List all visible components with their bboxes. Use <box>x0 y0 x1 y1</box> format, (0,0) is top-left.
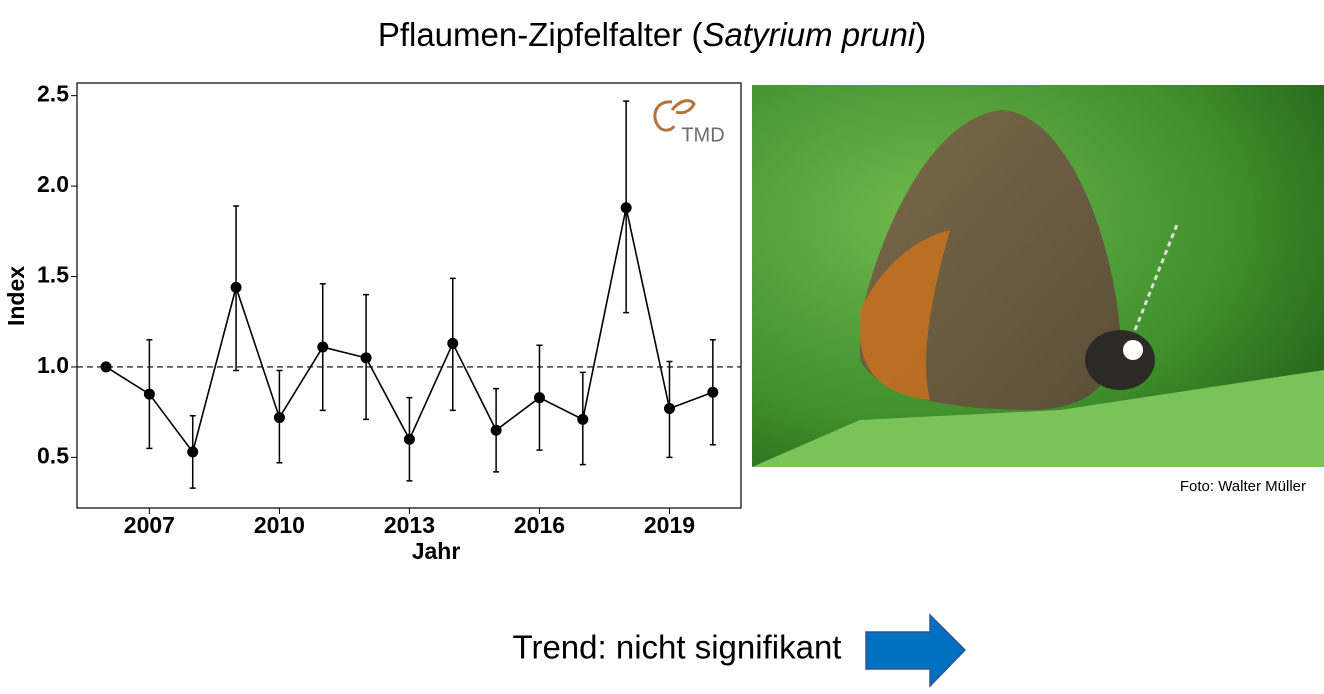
data-point <box>230 281 242 293</box>
photo-credit: Foto: Walter Müller <box>1180 478 1306 495</box>
data-point <box>360 352 372 364</box>
y-tick-label: 2.5 <box>37 81 69 107</box>
title-part: Pflaumen-Zipfelfalter ( <box>378 16 703 53</box>
wing-band <box>860 230 950 400</box>
logo-icon <box>653 100 676 132</box>
butterfly-body <box>1085 330 1155 390</box>
data-point <box>620 202 632 214</box>
logo-text: TMD <box>681 124 724 146</box>
antenna <box>1133 221 1180 331</box>
photo <box>752 85 1324 467</box>
x-tick-label: 2013 <box>384 512 435 538</box>
data-point <box>143 388 155 400</box>
leaf <box>752 370 1324 467</box>
chart-title: Pflaumen-Zipfelfalter (Satyrium pruni) <box>378 16 926 53</box>
data-point <box>663 403 675 415</box>
data-point <box>187 446 199 458</box>
y-tick-label: 2.0 <box>37 171 69 197</box>
trend-text: Trend: nicht signifikant <box>513 629 842 666</box>
x-tick-label: 2007 <box>124 512 175 538</box>
data-point <box>100 361 112 373</box>
x-tick-label: 2016 <box>514 512 565 538</box>
data-point <box>273 412 285 424</box>
trend-arrow <box>865 613 967 688</box>
title-part: ) <box>915 16 926 53</box>
logo-icon <box>670 99 696 115</box>
data-point <box>403 433 415 445</box>
y-tick-label: 0.5 <box>37 442 69 468</box>
data-point <box>317 341 329 353</box>
logo: TMD <box>653 99 725 146</box>
data-point <box>707 386 719 398</box>
y-axis-label: Index <box>3 266 29 326</box>
data-point <box>533 392 545 404</box>
data-point <box>577 413 589 425</box>
y-tick-label: 1.5 <box>37 262 69 288</box>
y-tick-label: 1.0 <box>37 352 69 378</box>
butterfly-eye <box>1123 340 1143 360</box>
data-point <box>447 337 459 349</box>
x-tick-label: 2010 <box>254 512 305 538</box>
x-tick-label: 2019 <box>644 512 695 538</box>
title-part: Satyrium pruni <box>702 16 916 53</box>
x-axis-label: Jahr <box>412 538 461 564</box>
data-point <box>490 424 502 436</box>
